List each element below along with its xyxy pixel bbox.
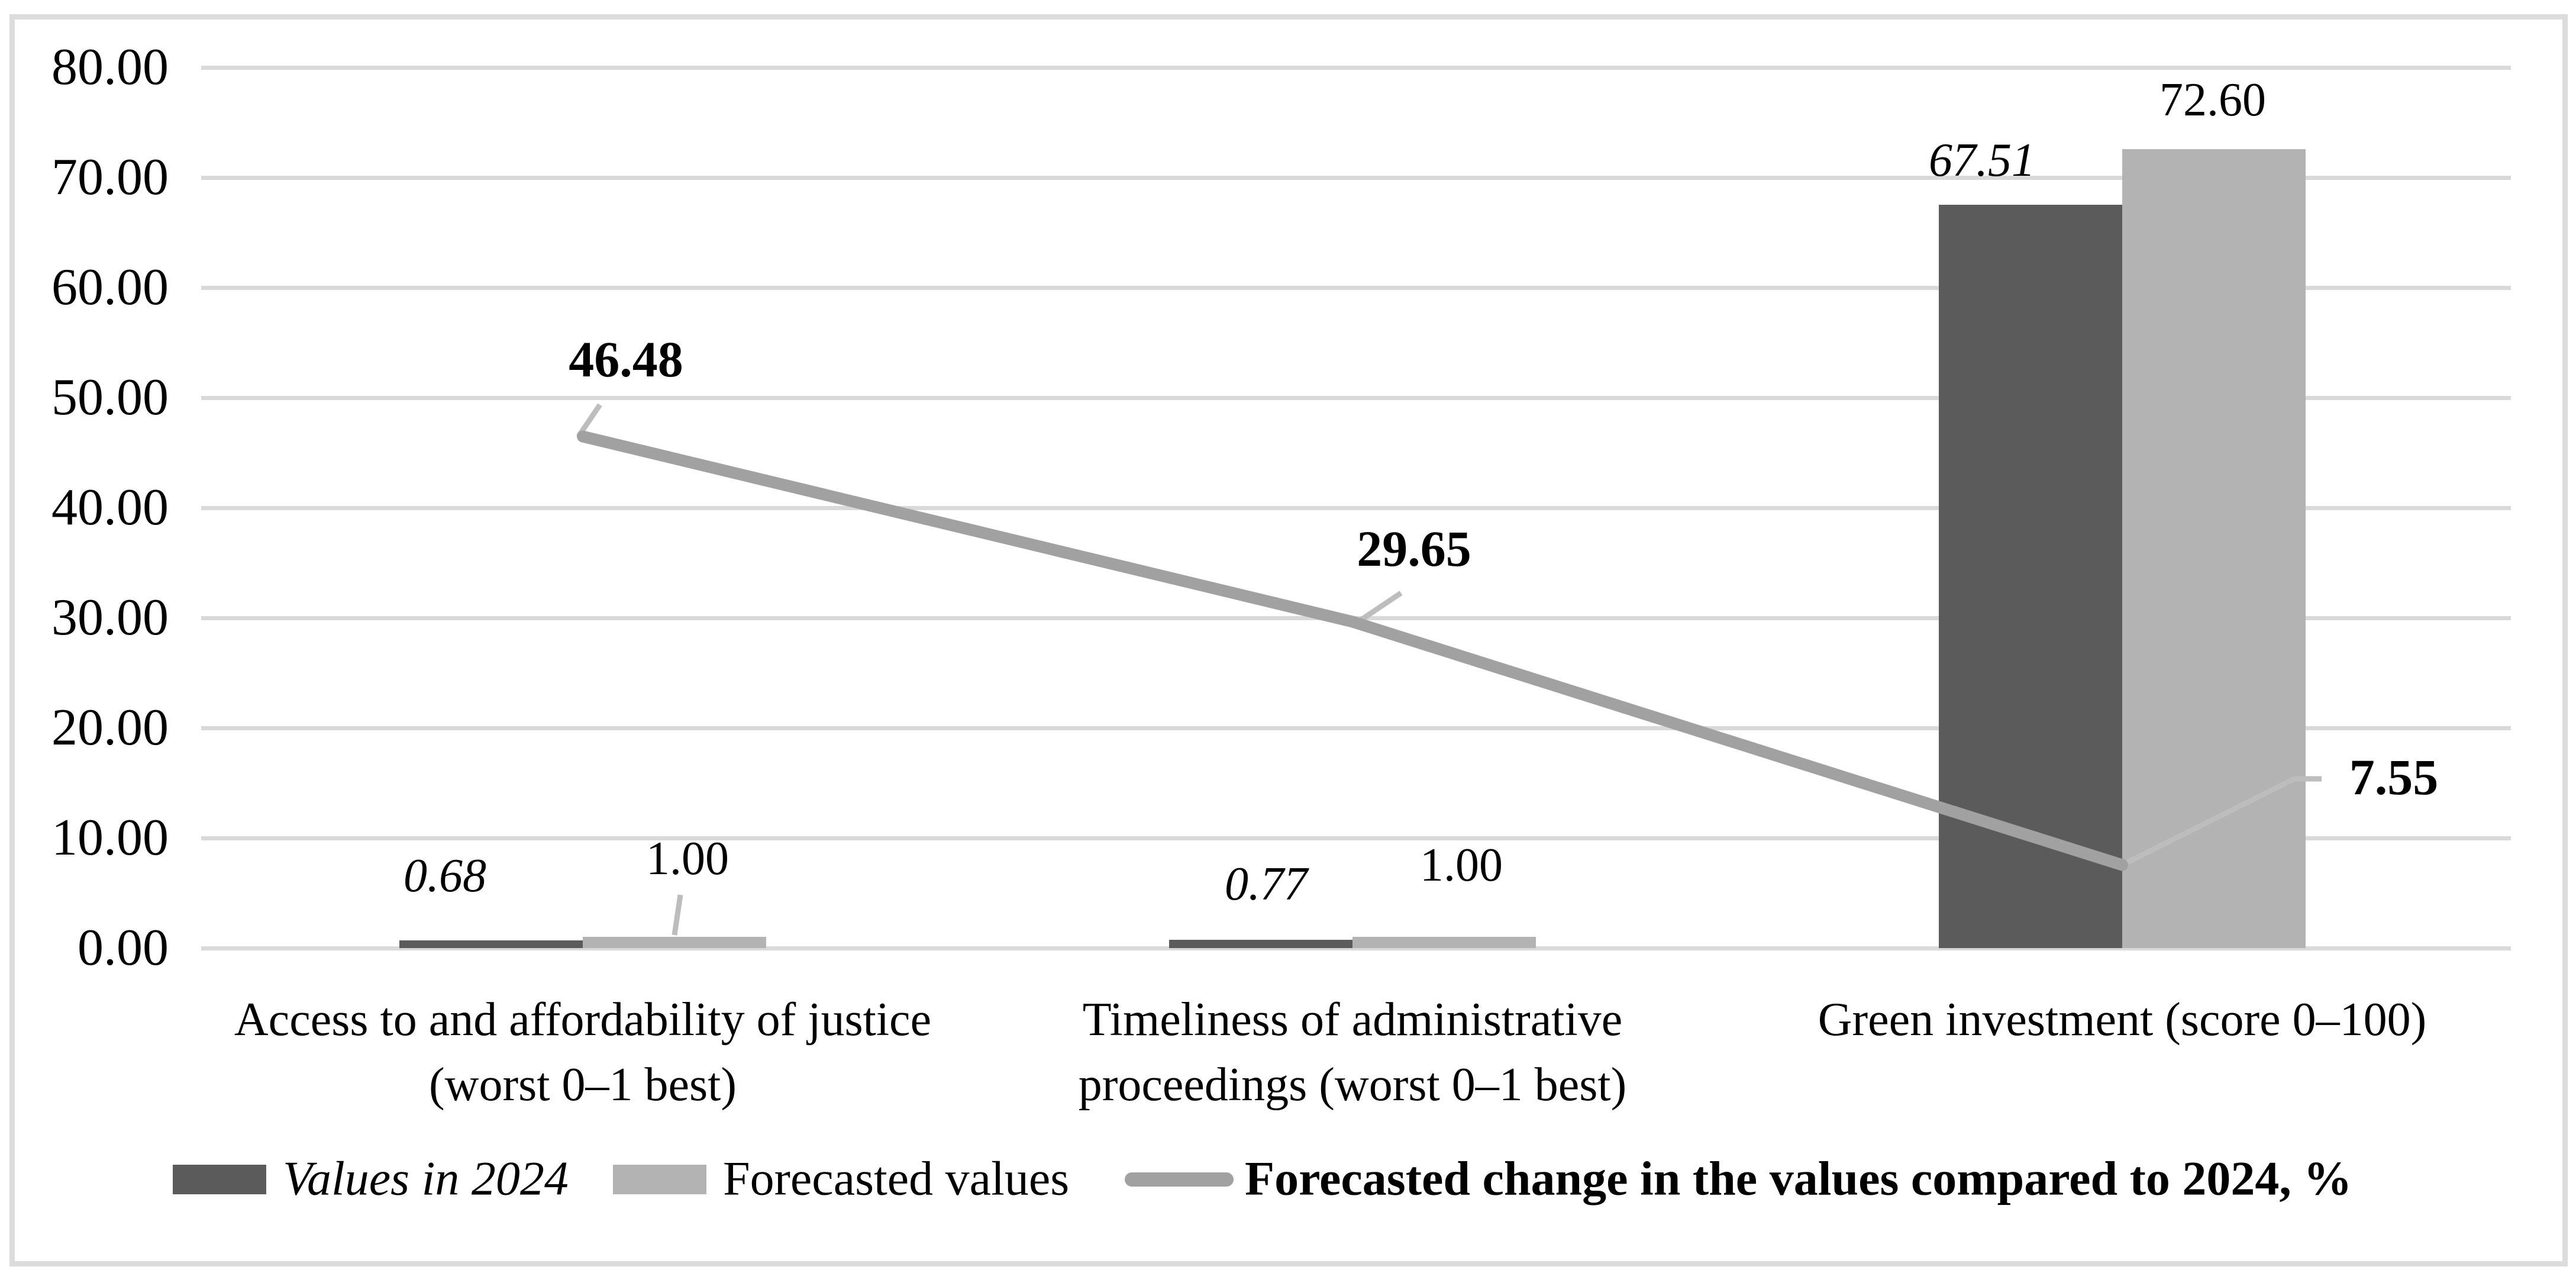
legend-marker-values-2024 [173, 1165, 266, 1194]
y-axis-tick-label: 80.00 [51, 38, 169, 96]
chart-border [9, 14, 2568, 1266]
y-axis-tick-label: 30.00 [51, 589, 169, 646]
bar-values-2024 [1169, 940, 1352, 948]
gridline [201, 286, 2511, 290]
y-axis-tick-label: 0.00 [78, 919, 169, 976]
category-label: Timeliness of administrative proceedings … [1078, 994, 1627, 1111]
bar-data-label: 72.60 [2159, 74, 2266, 126]
bar-forecasted-values [1352, 937, 1536, 948]
legend-marker-forecasted-values [613, 1165, 706, 1194]
y-axis-tick-label: 70.00 [51, 149, 169, 206]
gridline [201, 66, 2511, 70]
category-label: Access to and affordability of justice (w… [234, 994, 932, 1111]
bar-data-label: 1.00 [646, 833, 729, 885]
legend-label-forecasted-change: Forecasted change in the values compared… [1245, 1151, 2352, 1206]
line-data-label: 46.48 [569, 331, 683, 388]
gridline [201, 396, 2511, 400]
bar-forecasted-values [2122, 149, 2306, 948]
bar-values-2024 [399, 940, 583, 948]
legend-label-values-2024: Values in 2024 [283, 1151, 569, 1206]
bar-data-label: 0.77 [1225, 858, 1308, 910]
y-axis-tick-label: 60.00 [51, 259, 169, 316]
bar-forecasted-values [583, 937, 766, 948]
y-axis-tick-label: 10.00 [51, 809, 169, 866]
gridline [201, 946, 2511, 950]
bar-data-label: 0.68 [403, 850, 486, 902]
line-data-label: 29.65 [1357, 520, 1471, 577]
gridline [201, 176, 2511, 180]
y-axis-tick-label: 50.00 [51, 369, 169, 426]
line-data-label: 7.55 [2349, 749, 2439, 805]
y-axis-tick-label: 40.00 [51, 479, 169, 536]
category-label: Green investment (score 0–100) [1818, 994, 2427, 1046]
bar-data-label: 67.51 [1929, 134, 2035, 186]
legend-marker-forecasted-change-line [1125, 1172, 1234, 1187]
legend-label-forecasted-values: Forecasted values [723, 1151, 1070, 1206]
y-axis-tick-label: 20.00 [51, 699, 169, 756]
bar-values-2024 [1939, 205, 2122, 948]
bar-data-label: 1.00 [1420, 839, 1503, 891]
